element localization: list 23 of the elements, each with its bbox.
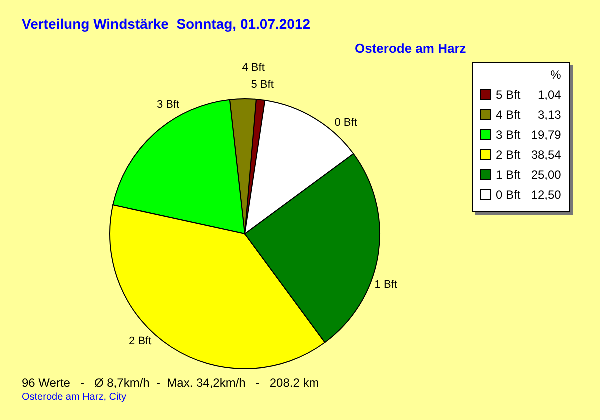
data-label: 1,04 [538, 88, 562, 102]
legend-label: 3 Bft [496, 128, 522, 142]
data-label: 19,79 [531, 128, 562, 142]
legend-label: 4 Bft [496, 108, 522, 122]
text: Osterode am Harz, City [22, 392, 126, 403]
chart-subtitle: Osterode am Harz [355, 41, 466, 56]
slice-label: 1 Bft [374, 278, 398, 291]
data-label: 12,50 [531, 188, 562, 202]
slice-label: 2 Bft [129, 335, 152, 348]
data-label: 25,00 [531, 168, 562, 182]
data-label: 38,54 [531, 148, 562, 162]
legend-title: % [550, 68, 562, 82]
slice-label: 3 Bft [156, 99, 180, 112]
text: 96 Werte - Ø 8,7km/h - Max. 34,2km/h - 208.2 km [22, 376, 320, 390]
slice-label: 0 Bft [334, 117, 358, 130]
slice-label: 4 Bft [242, 62, 265, 74]
legend-label: 0 Bft [496, 188, 522, 202]
legend-label: 1 Bft [496, 168, 522, 182]
legend-label: 2 Bft [496, 148, 522, 162]
chart-title: Verteilung Windstärke Sonntag, 01.07.2012 [22, 16, 311, 32]
legend-label: 5 Bft [496, 88, 522, 102]
slice-label: 5 Bft [251, 79, 274, 92]
data-label: 3,13 [538, 108, 562, 122]
